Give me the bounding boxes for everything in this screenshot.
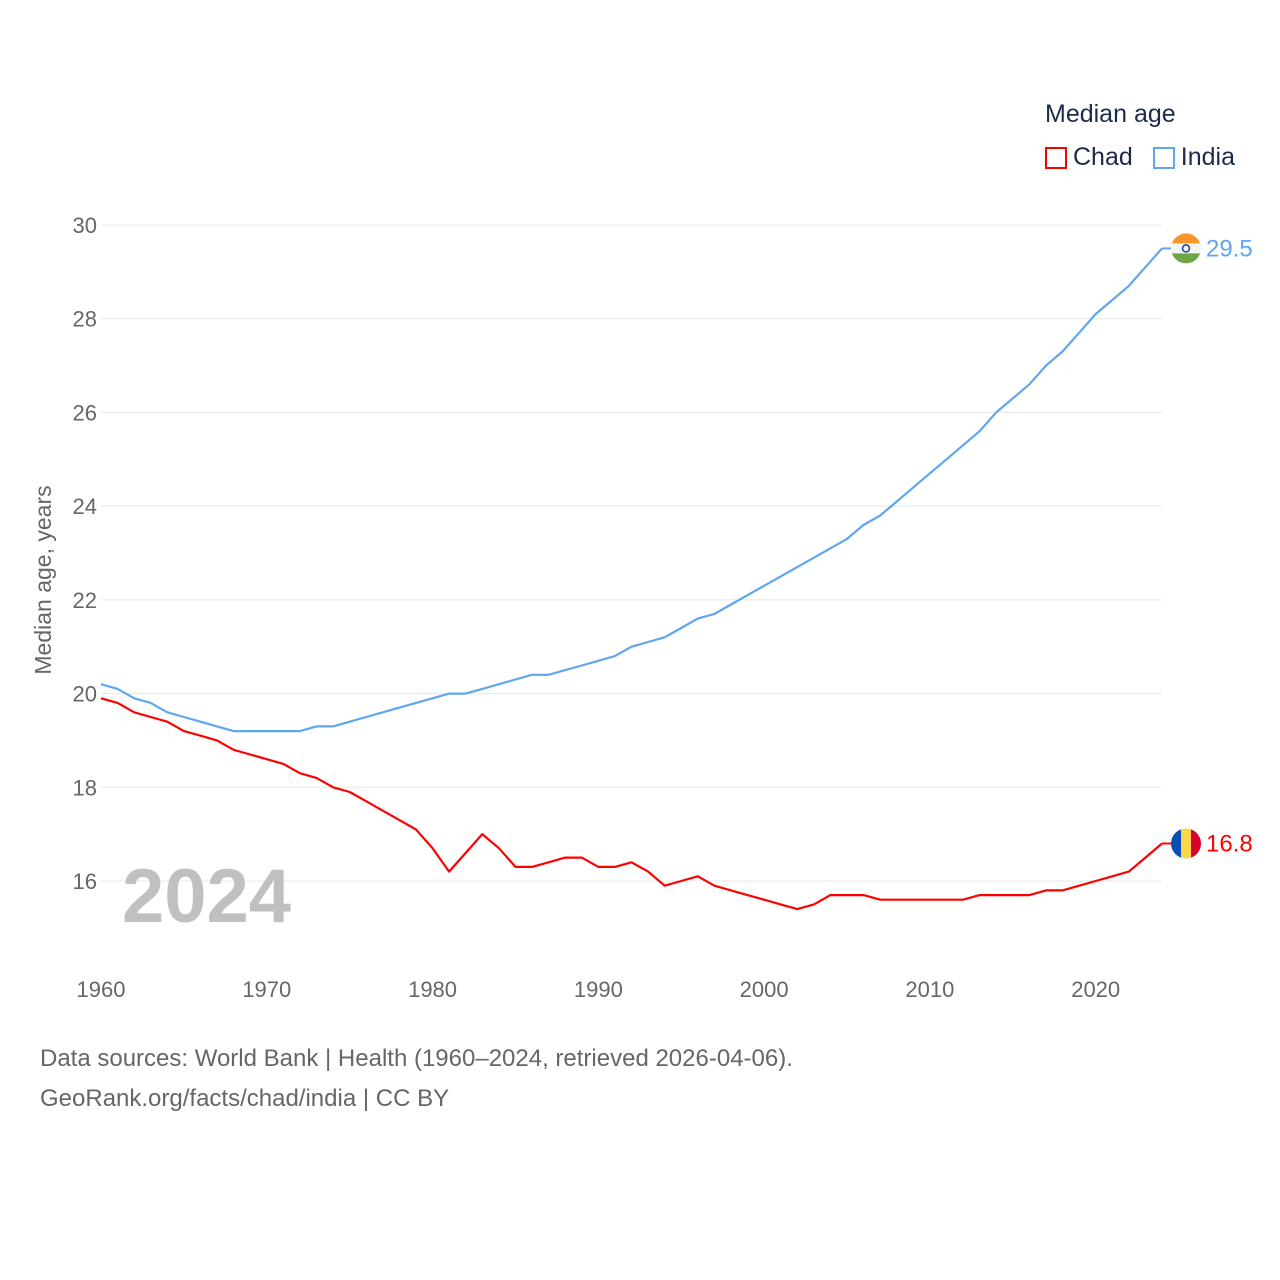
series-line-india [100,247,1163,733]
india-swatch [1152,146,1175,169]
y-tick-label: 16 [73,869,97,894]
y-tick-label: 28 [73,307,97,332]
x-tick-label: 2020 [1071,977,1120,1002]
chad-flag-icon [1171,828,1201,859]
y-tick-label: 26 [73,400,97,425]
footer-credit[interactable]: GeoRank.org/facts/chad/india | CC BY [40,1085,450,1112]
y-tick-label: 22 [73,588,97,613]
x-tick-label: 2010 [905,977,954,1002]
end-value-label-india: 29.5 [1206,235,1253,262]
series-line-chad [100,697,1163,911]
legend-label-india: India [1180,143,1235,171]
footer-sources: Data sources: World Bank | Health (1960–… [40,1045,793,1072]
chad-swatch [1045,146,1067,169]
y-tick-label: 24 [73,494,97,519]
x-tick-label: 1970 [242,977,291,1002]
legend-title: Median age [1045,100,1176,128]
y-tick-label: 18 [73,775,97,800]
y-tick-label: 20 [73,682,97,707]
year-watermark: 2024 [122,854,291,939]
legend: Chad India [1045,143,1235,172]
end-value-label-chad: 16.8 [1206,831,1253,858]
india-flag-icon [1171,233,1201,264]
legend-label-chad: Chad [1073,143,1133,171]
x-tick-label: 1980 [408,977,457,1002]
x-tick-label: 1990 [574,977,623,1002]
x-tick-label: 1960 [77,977,126,1002]
y-axis-label: Median age, years [30,485,56,674]
legend-item-chad[interactable]: Chad [1045,143,1133,172]
y-tick-label: 30 [73,213,97,238]
legend-item-india[interactable]: India [1152,143,1235,172]
x-tick-label: 2000 [740,977,789,1002]
